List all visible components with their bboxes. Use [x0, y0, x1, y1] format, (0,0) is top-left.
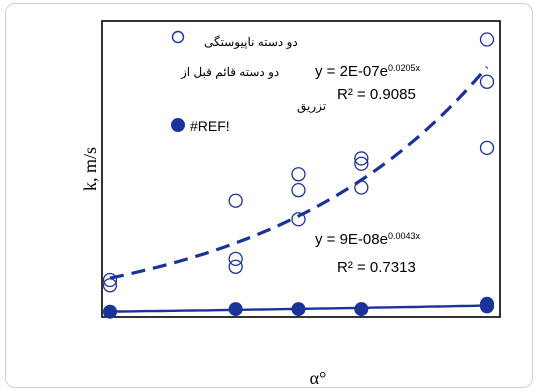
open-point-s1-12 [479, 32, 495, 47]
annotation-line-1: دو دسته قائم قبل از [180, 65, 279, 79]
legend-label-series-2: #REF! [190, 118, 230, 134]
open-point-s1-2 [102, 278, 118, 293]
open-point-s1-1 [102, 272, 118, 288]
open-point-s1-9 [354, 180, 369, 195]
open-point-s1-7 [291, 182, 306, 198]
y-axis-title: k, m/s [80, 147, 100, 191]
filled-point-s2-2 [228, 302, 243, 317]
open-point-s1-6 [291, 167, 306, 182]
filled-point-s2-1 [103, 304, 117, 319]
open-point-s1-4 [228, 259, 243, 274]
legend-label-series-1: دو دسته ناپیوستگی [204, 35, 298, 49]
open-point-s1-14 [479, 140, 495, 156]
trendline-1-r2: R² = 0.9085 [337, 86, 416, 103]
filled-point-s2-6 [480, 296, 494, 311]
data-points [102, 32, 495, 319]
open-point-s1-11 [354, 151, 369, 166]
open-point-s1-10 [354, 156, 369, 171]
plot-area [101, 20, 501, 318]
annotation-line-2: تزریق [297, 99, 326, 113]
legend-marker-filled-circle [171, 118, 185, 132]
open-point-s1-8 [291, 212, 306, 227]
filled-point-s2-4 [354, 302, 369, 317]
trendline-2-r2: R² = 0.7313 [337, 259, 416, 276]
x-axis-title: α° [310, 368, 327, 387]
open-point-s1-3 [228, 251, 243, 267]
chart-svg: دو دسته ناپیوستگی #REF! دو دسته قائم قبل… [80, 20, 501, 388]
open-point-s1-5 [228, 193, 243, 208]
open-point-s1-13 [479, 74, 495, 89]
filled-point-s2-3 [291, 302, 306, 317]
legend-marker-open-circle [171, 30, 185, 44]
trendline-1 [109, 65, 489, 280]
chart-frame: دو دسته ناپیوستگی #REF! دو دسته قائم قبل… [5, 3, 533, 388]
